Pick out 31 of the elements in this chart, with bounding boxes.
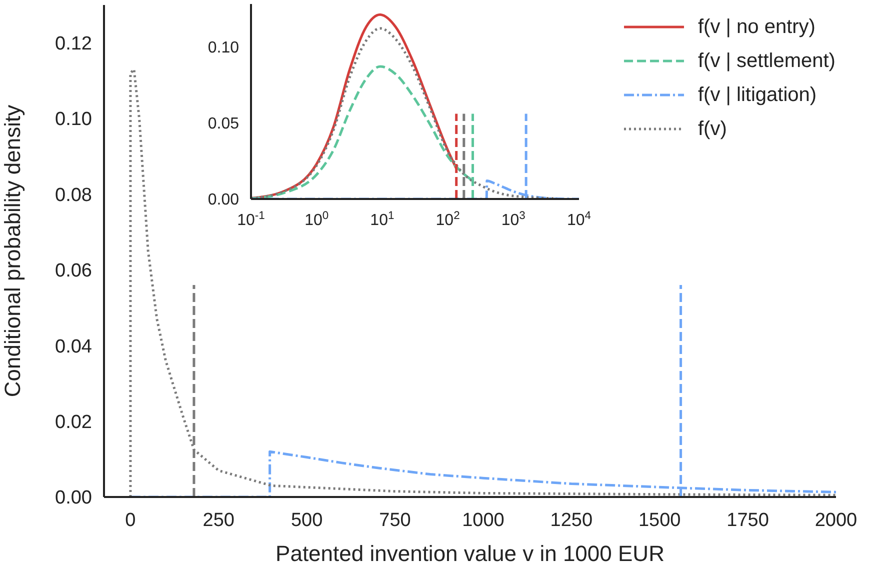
x-tick-label: 250 [202,510,234,531]
x-tick-label: 10$^{-1}$ [237,210,265,229]
y-tick-label: 0.04 [55,336,92,358]
x-tick-label: 1750 [726,510,769,531]
x-tick-label: 1500 [638,510,681,531]
y-tick-label: 0.00 [208,192,240,209]
y-tick-label: 0.05 [208,115,240,132]
x-tick-label: 500 [290,510,323,531]
x-tick-label: 10$^{3}$ [501,210,526,229]
legend-label: f(v | settlement) [698,50,836,72]
y-tick-label: 0.06 [55,260,92,282]
y-tick-label: 0.08 [55,184,92,206]
x-tick-label: 1000 [462,510,504,531]
x-tick-label: 10$^{4}$ [566,210,592,229]
y-tick-label: 0.10 [208,39,240,56]
y-tick-label: 0.12 [55,33,92,54]
y-tick-label: 0.10 [55,109,92,130]
x-tick-label: 10$^{1}$ [370,210,394,229]
x-tick-label: 1250 [550,510,593,531]
x-tick-label: 0 [125,510,136,531]
x-axis-title: Patented invention value v in 1000 EUR [276,541,664,565]
y-axis-title: Conditional probability density [0,104,25,398]
legend-label: f(v | litigation) [698,84,817,106]
y-tick-label: 0.00 [55,488,92,509]
x-tick-label: 2000 [814,510,858,531]
x-tick-label: 750 [379,510,411,531]
x-tick-label: 10$^{2}$ [436,210,460,229]
legend-label: f(v) [698,118,727,140]
x-tick-label: 10$^{0}$ [304,210,329,229]
legend-label: f(v | no entry) [698,16,816,38]
y-tick-label: 0.02 [55,412,92,433]
